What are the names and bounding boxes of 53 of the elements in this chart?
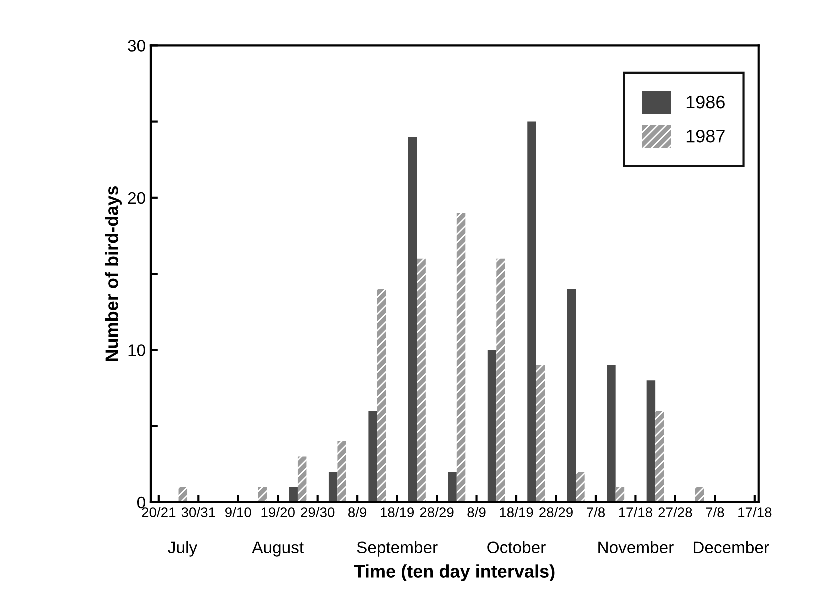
bar: [328, 472, 338, 502]
bar: [289, 487, 298, 502]
bar: [178, 487, 188, 502]
bar: [616, 487, 625, 502]
bar: [456, 213, 466, 502]
y-tick-label: 20: [128, 192, 146, 204]
text: 17/18: [738, 507, 772, 518]
text: 28/29: [540, 507, 573, 518]
text: 19/20: [262, 507, 295, 518]
text: 7/8: [706, 507, 724, 518]
text: 20/21: [142, 507, 176, 518]
y-tick-label: 0: [137, 496, 146, 509]
bar: [656, 411, 664, 502]
legend-label: 1986: [686, 96, 725, 109]
bar: [417, 258, 426, 502]
text: 8/9: [468, 507, 486, 518]
text: 8/9: [348, 507, 367, 518]
bar: [298, 456, 307, 502]
bar: [536, 365, 546, 502]
text: 30/31: [182, 507, 216, 518]
text: August: [252, 542, 304, 557]
bar: [377, 289, 386, 502]
bar: [258, 487, 267, 502]
bar: [528, 122, 536, 502]
text: 29/30: [301, 507, 335, 518]
text: 17/18: [619, 507, 652, 518]
bar: [368, 411, 378, 502]
text: July: [168, 541, 198, 557]
y-tick-label: 10: [128, 344, 146, 356]
text: October: [488, 541, 546, 554]
text: November: [598, 541, 674, 554]
text: 27/28: [658, 507, 692, 518]
text: September: [357, 541, 438, 557]
bar: [338, 442, 346, 502]
text: 28/29: [420, 507, 454, 518]
bar: [646, 380, 656, 502]
bar: [496, 258, 506, 502]
text: 18/19: [380, 507, 414, 518]
bar: [695, 487, 704, 502]
bar: [567, 289, 576, 502]
text: December: [694, 541, 770, 554]
y-tick-label: 30: [128, 40, 146, 52]
bar: [576, 472, 585, 502]
text: 9/10: [226, 507, 252, 518]
text: 18/19: [500, 507, 534, 518]
bar: [408, 137, 418, 502]
y-axis-title: Number of bird-days: [105, 186, 122, 362]
bar: [448, 472, 457, 502]
bar: [488, 350, 497, 502]
text: 7/8: [587, 507, 606, 518]
bar: [607, 365, 616, 502]
x-axis-title: Time (ten day intervals): [354, 564, 555, 582]
legend-label: 1987: [686, 130, 725, 143]
